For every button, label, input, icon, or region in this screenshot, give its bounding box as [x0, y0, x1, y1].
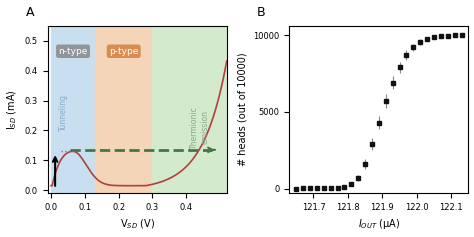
X-axis label: $I_{OUT}$ (μA): $I_{OUT}$ (μA) — [358, 217, 400, 232]
Y-axis label: I$_{SD}$ (mA): I$_{SD}$ (mA) — [6, 89, 19, 130]
Text: A: A — [26, 6, 35, 19]
Bar — [95, 26, 153, 193]
Text: B: B — [257, 6, 266, 19]
Y-axis label: # heads (out of 10000): # heads (out of 10000) — [238, 53, 248, 166]
Text: p-type: p-type — [109, 47, 138, 56]
Bar — [153, 26, 227, 193]
Bar — [51, 26, 95, 193]
Text: Tunneling: Tunneling — [59, 94, 68, 131]
Text: Thermionic
emission: Thermionic emission — [190, 106, 210, 149]
X-axis label: V$_{SD}$ (V): V$_{SD}$ (V) — [119, 217, 155, 231]
Text: n-type: n-type — [58, 47, 88, 56]
